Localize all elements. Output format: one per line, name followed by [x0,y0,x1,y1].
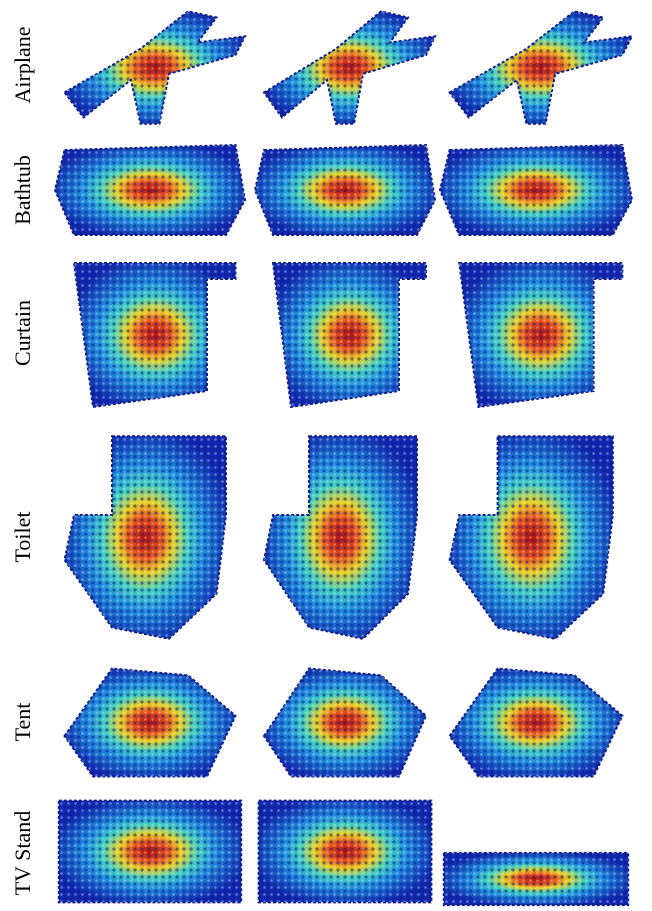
point-cloud [264,669,426,777]
point-cloud [459,263,622,407]
figure: Airplane Bathtub Curtain Toilet Tent TV … [0,0,652,911]
point-cloud [55,145,245,235]
point-cloud [273,263,426,407]
row-label: TV Stand [10,811,35,896]
point-cloud [264,11,435,124]
point-cloud [65,11,246,124]
row-label: Toilet [10,511,35,562]
point-cloud [259,801,432,903]
point-cloud [65,669,236,777]
point-clouds [55,11,632,905]
row-labels: Airplane Bathtub Curtain Toilet Tent TV … [10,27,35,896]
point-cloud [450,436,613,639]
point-cloud [440,145,632,235]
row-label: Curtain [10,300,35,366]
point-cloud [255,145,435,235]
point-cloud [450,11,632,124]
point-cloud [59,801,241,903]
row-label: Bathtub [10,155,35,225]
point-cloud [444,853,628,905]
point-cloud [74,263,236,407]
point-cloud [450,669,623,777]
row-label: Tent [10,703,35,742]
row-label: Airplane [10,27,35,104]
